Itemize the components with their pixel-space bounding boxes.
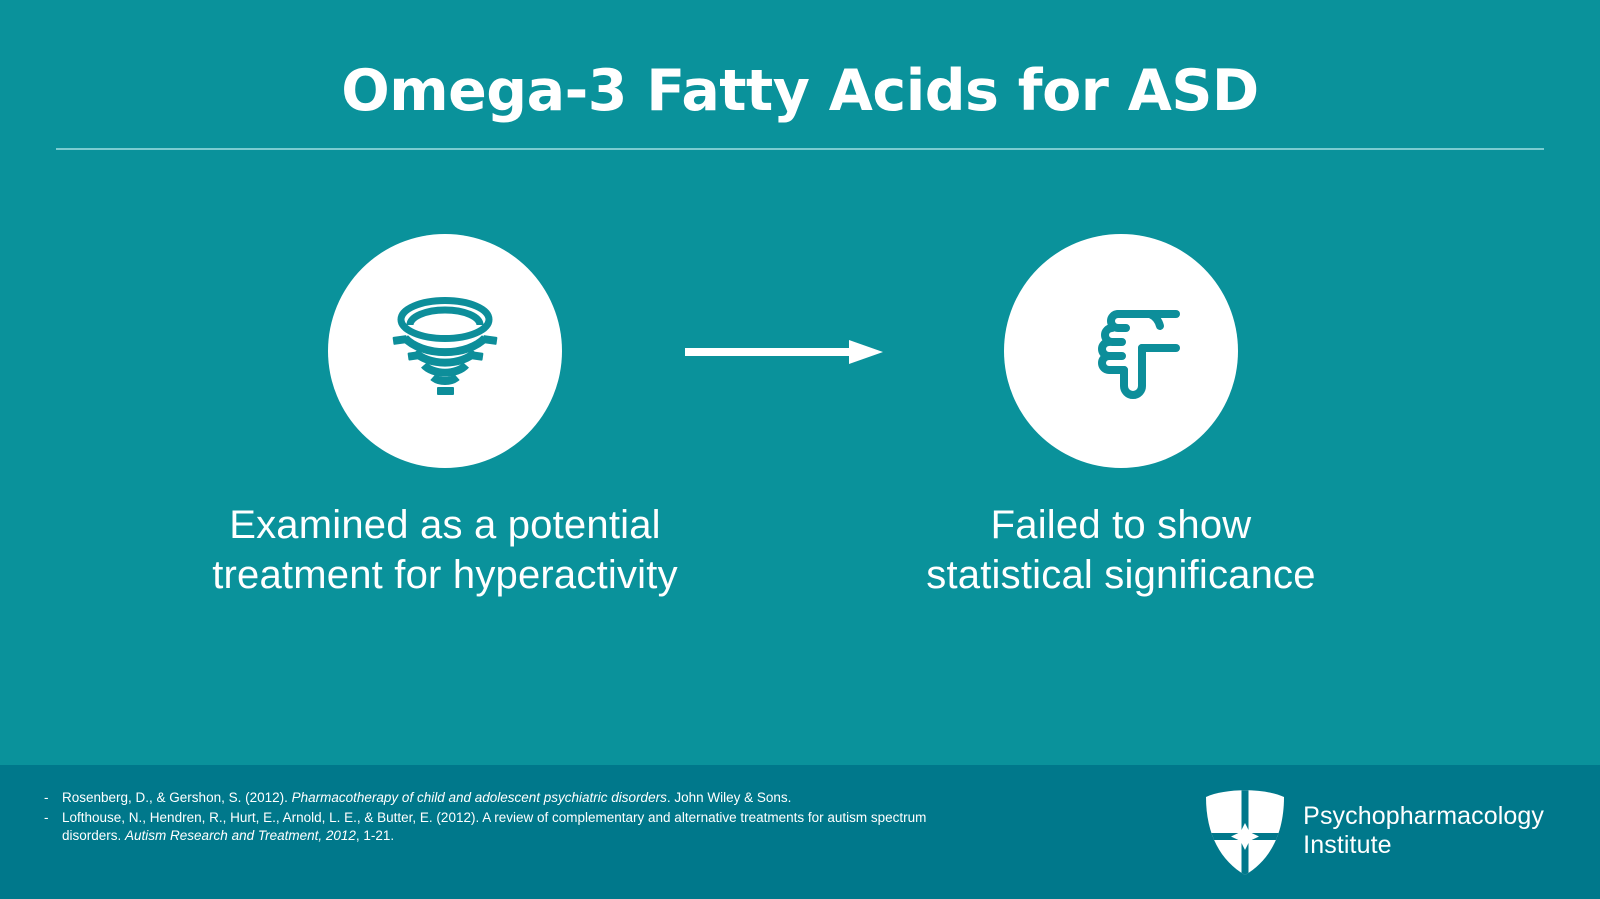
icon-circle-left xyxy=(328,234,562,468)
reference-item: - Rosenberg, D., & Gershon, S. (2012). P… xyxy=(44,789,944,808)
reference-list: - Rosenberg, D., & Gershon, S. (2012). P… xyxy=(44,789,944,847)
reference-italic: Pharmacotherapy of child and adolescent … xyxy=(291,790,667,805)
footer-bar: - Rosenberg, D., & Gershon, S. (2012). P… xyxy=(0,765,1600,899)
brand-logo-line2: Institute xyxy=(1303,831,1392,859)
reference-post: . John Wiley & Sons. xyxy=(666,790,792,805)
reference-pre: Lofthouse, N., Hendren, R., Hurt, E., Ar… xyxy=(62,809,927,844)
thumbs-down-icon xyxy=(1098,310,1180,399)
reference-text: Rosenberg, D., & Gershon, S. (2012). Pha… xyxy=(62,789,944,808)
caption-right: Failed to show statistical significance xyxy=(841,501,1401,600)
caption-left: Examined as a potential treatment for hy… xyxy=(165,501,725,600)
reference-pre: Rosenberg, D., & Gershon, S. (2012). xyxy=(62,790,292,805)
caption-left-line2: treatment for hyperactivity xyxy=(212,552,678,597)
reference-item: - Lofthouse, N., Hendren, R., Hurt, E., … xyxy=(44,809,944,846)
caption-right-line2: statistical significance xyxy=(926,552,1316,597)
brand-logo: Psychopharmacology Institute xyxy=(1203,785,1544,877)
tornado-icon xyxy=(392,297,498,395)
caption-left-line1: Examined as a potential xyxy=(229,503,661,547)
title-area: Omega-3 Fatty Acids for ASD xyxy=(0,60,1600,123)
content-area: Examined as a potential treatment for hy… xyxy=(0,234,1600,654)
content-column-right: Failed to show statistical significance xyxy=(841,234,1401,600)
reference-text: Lofthouse, N., Hendren, R., Hurt, E., Ar… xyxy=(62,809,944,846)
shield-logo-icon xyxy=(1206,790,1285,875)
brand-logo-line1: Psychopharmacology xyxy=(1303,801,1544,830)
content-column-left: Examined as a potential treatment for hy… xyxy=(165,234,725,600)
reference-italic: Autism Research and Treatment, 2012 xyxy=(125,828,356,844)
reference-bullet: - xyxy=(44,809,49,825)
title-divider xyxy=(56,148,1544,150)
brand-logo-text: Psychopharmacology Institute xyxy=(1303,802,1544,861)
page-title: Omega-3 Fatty Acids for ASD xyxy=(341,58,1259,124)
icon-circle-right xyxy=(1004,234,1238,468)
reference-post: , 1-21. xyxy=(355,828,395,844)
connector-arrow xyxy=(685,337,883,367)
arrow-right-icon xyxy=(685,340,883,364)
reference-bullet: - xyxy=(44,790,49,805)
caption-right-line1: Failed to show xyxy=(990,503,1252,547)
